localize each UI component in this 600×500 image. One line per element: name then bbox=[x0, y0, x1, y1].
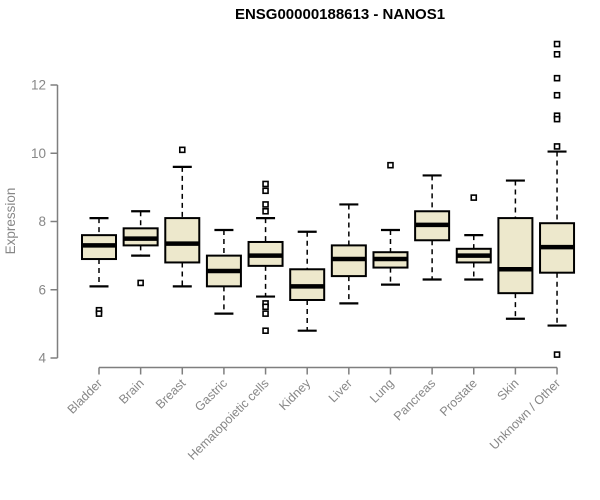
x-tick-label: Breast bbox=[153, 376, 189, 412]
outlier-point bbox=[262, 303, 269, 311]
y-axis-title: Expression bbox=[3, 188, 18, 255]
x-tick-label: Pancreas bbox=[391, 376, 438, 423]
chart-title: ENSG00000188613 - NANOS1 bbox=[235, 6, 445, 23]
outlier-point bbox=[262, 327, 269, 335]
outlier-point bbox=[553, 50, 561, 58]
x-tick-label: Prostate bbox=[437, 376, 480, 419]
iqr-box bbox=[497, 217, 534, 295]
x-tick-label: Liver bbox=[326, 376, 355, 405]
outlier-point bbox=[553, 351, 561, 358]
x-tick-label: Brain bbox=[116, 376, 147, 407]
box-group bbox=[164, 146, 201, 288]
box-group bbox=[455, 194, 492, 281]
x-tick-label: Skin bbox=[494, 376, 521, 403]
y-tick-label: 12 bbox=[31, 78, 46, 93]
outlier-point bbox=[262, 201, 269, 208]
box-group bbox=[247, 180, 284, 335]
outlier-point bbox=[178, 146, 186, 154]
y-tick-label: 6 bbox=[38, 282, 46, 297]
iqr-box bbox=[164, 217, 201, 264]
x-tick-label: Unknown / Other bbox=[487, 376, 563, 452]
outlier-point bbox=[553, 143, 561, 150]
outlier-point bbox=[553, 40, 561, 48]
box-group bbox=[205, 228, 242, 315]
outlier-point bbox=[262, 187, 269, 195]
outlier-point bbox=[387, 161, 394, 169]
outlier-point bbox=[95, 310, 103, 317]
y-tick-label: 4 bbox=[38, 351, 46, 366]
box-group bbox=[497, 179, 534, 320]
x-tick-label: Hematopoietic cells bbox=[185, 376, 272, 463]
x-tick-label: Gastric bbox=[192, 376, 230, 414]
box-group bbox=[372, 161, 409, 286]
outlier-point bbox=[137, 279, 144, 287]
outlier-point bbox=[553, 115, 561, 123]
box-group bbox=[414, 174, 451, 281]
outlier-point bbox=[262, 207, 269, 215]
y-tick-label: 10 bbox=[31, 146, 46, 161]
x-tick-label: Kidney bbox=[276, 376, 313, 413]
outlier-point bbox=[470, 194, 478, 201]
outlier-point bbox=[553, 74, 561, 82]
outlier-point bbox=[262, 310, 269, 317]
box-group bbox=[81, 216, 117, 317]
box-group bbox=[539, 40, 576, 358]
box-group bbox=[330, 203, 367, 305]
box-group bbox=[122, 210, 159, 287]
x-tick-label: Lung bbox=[367, 376, 397, 406]
outlier-point bbox=[262, 180, 269, 188]
y-tick-label: 8 bbox=[38, 214, 46, 229]
boxes bbox=[81, 40, 576, 358]
outlier-point bbox=[553, 91, 561, 99]
box-group bbox=[289, 230, 326, 332]
x-tick-label: Bladder bbox=[65, 376, 105, 416]
